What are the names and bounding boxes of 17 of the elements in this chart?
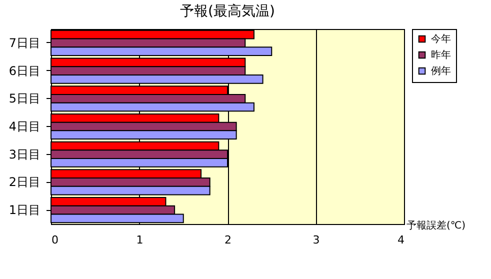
y-tick-label: 3日目: [8, 147, 40, 162]
legend-label: 今年: [431, 33, 451, 45]
legend-label: 昨年: [431, 49, 451, 61]
y-tick-label: 5日目: [8, 92, 40, 106]
x-tick-label: 1: [136, 234, 144, 246]
chart-title: 予報(最高気温): [180, 4, 275, 20]
y-tick-label: 4日目: [8, 120, 40, 134]
y-tick-label: 7日目: [8, 36, 40, 50]
legend-label: 例年: [431, 65, 451, 77]
x-tick-label: 3: [312, 234, 320, 246]
y-tick-label: 1日目: [8, 203, 40, 218]
y-tick-label: 6日目: [8, 64, 40, 78]
x-tick-label: 2: [224, 234, 232, 246]
y-tick-label: 2日目: [8, 175, 40, 190]
x-axis-title: 予報誤差(℃): [406, 220, 466, 232]
x-tick-label: 0: [52, 234, 58, 246]
x-tick-label: 4: [398, 234, 404, 246]
